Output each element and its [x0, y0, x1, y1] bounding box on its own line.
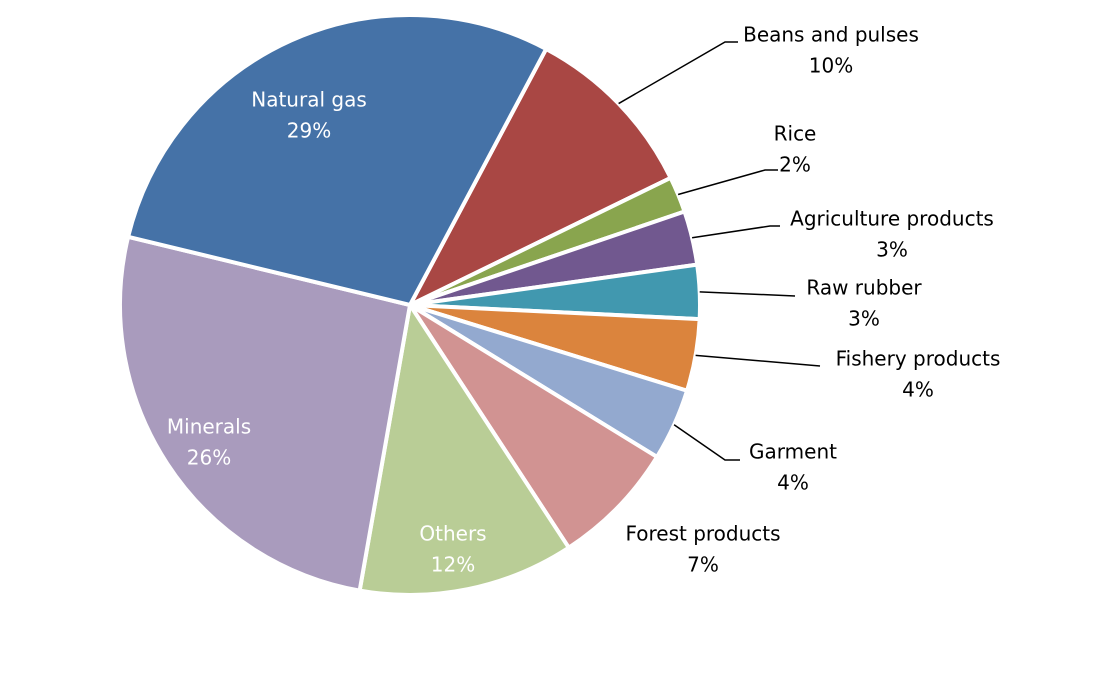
pie-slice — [405, 46, 674, 310]
slice-label: Others — [419, 522, 486, 546]
pie-slice — [408, 303, 660, 551]
slice-value-label: 3% — [848, 307, 880, 331]
slice-label: Beans and pulses — [743, 23, 919, 47]
slice-value-label: 26% — [187, 446, 231, 470]
slice-value-label: 29% — [287, 119, 331, 143]
slice-label: Forest products — [625, 522, 780, 546]
slice-label: Natural gas — [251, 88, 367, 112]
slice-value-label: 2% — [779, 153, 811, 177]
slice-label: Garment — [749, 440, 837, 464]
slice-label: Agriculture products — [790, 207, 994, 231]
leader-line — [673, 424, 740, 461]
slice-label: Minerals — [167, 415, 251, 439]
slice-value-label: 10% — [809, 54, 853, 78]
leader-line — [699, 291, 796, 297]
pie-slice — [125, 13, 549, 308]
pie-slice — [357, 299, 572, 597]
slice-value-label: 3% — [876, 238, 908, 262]
slice-value-label: 12% — [431, 553, 475, 577]
leader-line — [618, 41, 738, 105]
leader-line — [695, 354, 821, 367]
slice-label: Rice — [774, 122, 817, 146]
slice-value-label: 7% — [687, 553, 719, 577]
pie-slice — [118, 234, 413, 593]
leader-line — [677, 169, 778, 196]
slice-label: Raw rubber — [806, 276, 922, 300]
leader-line — [691, 225, 780, 239]
slice-value-label: 4% — [902, 378, 934, 402]
slice-label: Fishery products — [836, 347, 1001, 371]
slice-value-label: 4% — [777, 471, 809, 495]
